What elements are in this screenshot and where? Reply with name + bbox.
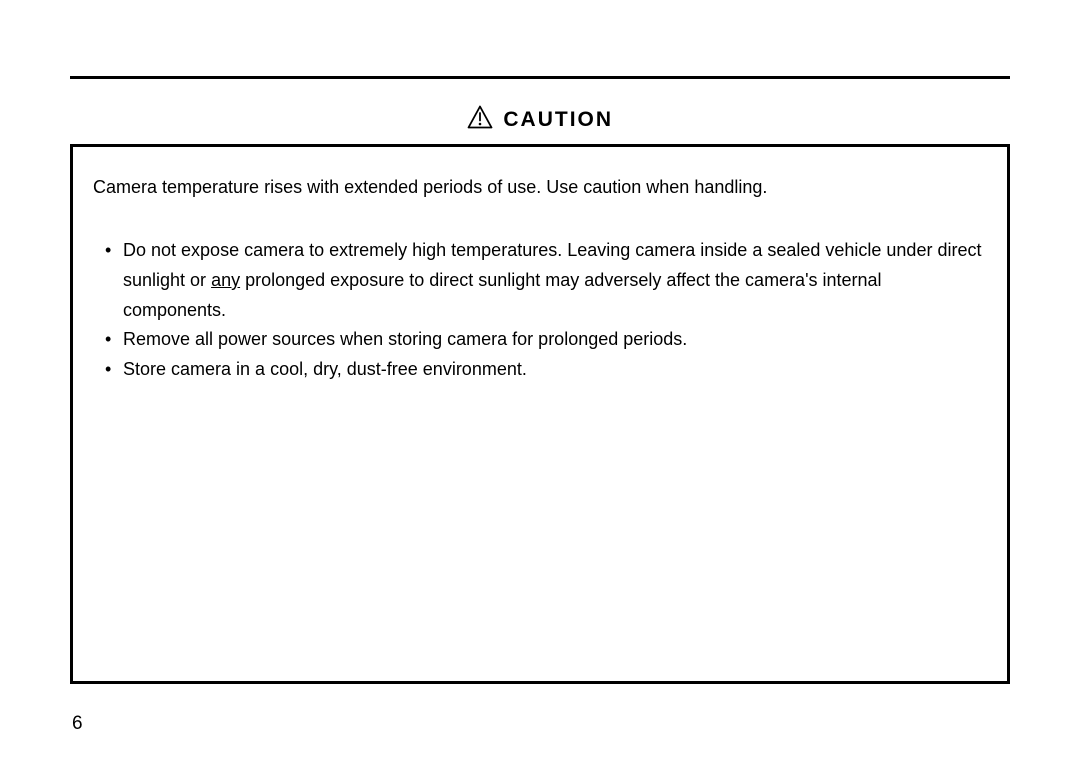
caution-label: CAUTION: [503, 108, 613, 132]
caution-box: Camera temperature rises with extended p…: [70, 144, 1010, 684]
manual-page: CAUTION Camera temperature rises with ex…: [0, 0, 1080, 765]
warning-triangle-icon: [467, 105, 493, 134]
top-divider: [70, 76, 1010, 79]
list-item: Store camera in a cool, dry, dust-free e…: [105, 355, 987, 385]
caution-intro-text: Camera temperature rises with extended p…: [93, 175, 987, 200]
list-item: Do not expose camera to extremely high t…: [105, 236, 987, 325]
caution-bullet-list: Do not expose camera to extremely high t…: [93, 236, 987, 384]
list-item: Remove all power sources when storing ca…: [105, 325, 987, 355]
underlined-word: any: [211, 270, 240, 290]
page-number: 6: [72, 713, 83, 735]
caution-heading: CAUTION: [70, 105, 1010, 134]
